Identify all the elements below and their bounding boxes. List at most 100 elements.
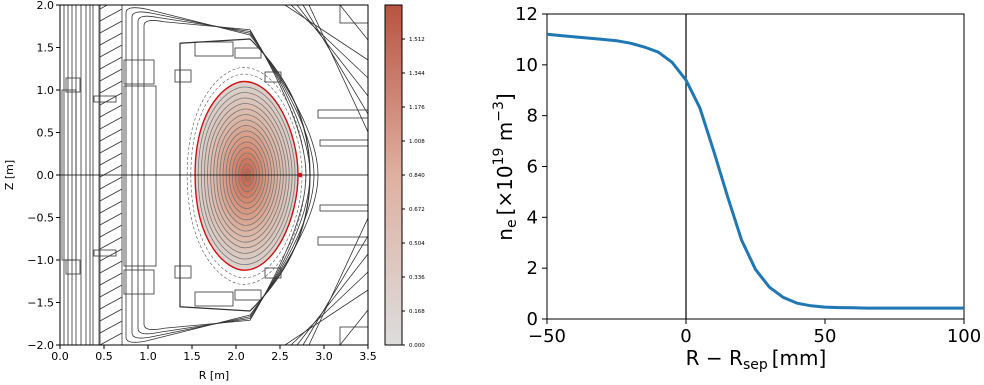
tf-hatch xyxy=(99,200,123,214)
tf-hatch xyxy=(99,188,123,202)
midplane-marker xyxy=(298,172,303,178)
outer-coil xyxy=(339,5,368,24)
tf-hatch xyxy=(99,44,123,58)
port-structure xyxy=(308,5,368,133)
tf-hatch xyxy=(99,5,109,10)
right-y-tick-label: 12 xyxy=(515,4,538,25)
left-x-tick-label: 1.0 xyxy=(139,350,157,363)
right-y-axis-label: ne[×1019 m−3] xyxy=(491,93,520,240)
inner-support xyxy=(93,249,117,257)
divertor-component xyxy=(234,47,262,59)
right-x-axis-label: R − Rsep [mm] xyxy=(686,346,827,373)
tf-hatch xyxy=(99,284,123,298)
left-x-ticks: 0.0 0.5 1.0 1.5 2.0 2.5 3.0 3.5 xyxy=(51,345,377,363)
left-x-tick-label: 3.0 xyxy=(315,350,333,363)
colorbar-tick-label: 0.672 xyxy=(409,207,425,213)
equilibrium-plot: 0.0 0.5 1.0 1.5 2.0 2.5 3.0 3.5 −2.0 −1.5 −1.0 −0.… xyxy=(3,0,377,382)
left-y-tick-label: −1.5 xyxy=(27,297,54,310)
tf-hatch xyxy=(99,296,123,310)
tf-hatch xyxy=(99,32,123,46)
right-y-tick-label: 2 xyxy=(527,258,538,279)
left-x-tick-label: 2.5 xyxy=(271,350,289,363)
inner-wall-block xyxy=(123,85,157,267)
outer-coil xyxy=(339,326,368,345)
left-y-axis-label: Z [m] xyxy=(3,160,16,190)
tf-hatch xyxy=(99,236,123,250)
tf-hatch xyxy=(99,272,123,286)
coil-box xyxy=(123,59,155,85)
left-y-tick-label: 0.0 xyxy=(37,169,55,182)
inner-coil-block xyxy=(65,77,81,93)
tf-hatch xyxy=(99,176,123,190)
left-x-axis-label: R [m] xyxy=(199,369,229,382)
inner-coil-block xyxy=(65,259,81,275)
port-structure xyxy=(302,5,368,115)
outer-port xyxy=(317,236,368,246)
divertor-component xyxy=(234,289,262,301)
left-y-tick-label: 2.0 xyxy=(37,0,55,12)
tf-hatch xyxy=(99,224,123,238)
port-structure xyxy=(296,5,368,97)
tf-hatch xyxy=(99,116,123,130)
right-x-tick-label: 100 xyxy=(947,326,981,347)
left-x-tick-label: 0.5 xyxy=(95,350,113,363)
right-x-tick-label: −50 xyxy=(528,326,566,347)
port-structure xyxy=(284,289,368,345)
right-y-tick-label: 6 xyxy=(527,157,538,178)
tf-hatch xyxy=(99,80,123,94)
port-structure xyxy=(308,217,368,345)
plasma-contours xyxy=(60,67,368,285)
colorbar-tick-label: 1.512 xyxy=(409,37,425,43)
colorbar-tick-label: 0.336 xyxy=(409,275,425,281)
colorbar-tick-label: 1.176 xyxy=(409,105,425,111)
density-profile-line xyxy=(546,32,964,310)
colorbar-tick-label: 1.344 xyxy=(409,71,425,77)
right-y-ticks: 0 2 4 6 8 10 12 xyxy=(515,4,547,330)
left-y-ticks: −2.0 −1.5 −1.0 −0.5 0.0 0.5 1.0 1.5 2.0 xyxy=(27,0,60,352)
port-structure xyxy=(302,235,368,345)
right-y-tick-label: 8 xyxy=(527,106,538,127)
tf-hatch xyxy=(99,332,123,345)
right-y-tick-label: 0 xyxy=(527,309,538,330)
right-x-tick-label: 50 xyxy=(814,326,837,347)
colorbar-tick-label: 0.000 xyxy=(409,343,425,349)
left-x-tick-label: 0.0 xyxy=(51,350,69,363)
tf-hatch xyxy=(99,308,123,322)
left-y-tick-label: 0.5 xyxy=(37,127,55,140)
divertor-component xyxy=(194,41,234,57)
sol-contour xyxy=(190,73,303,279)
port-structure xyxy=(290,5,368,79)
tf-hatch xyxy=(99,20,123,34)
tf-hatch xyxy=(99,8,123,22)
right-x-tick-label: 0 xyxy=(680,326,691,347)
left-x-tick-label: 3.5 xyxy=(359,350,377,363)
tf-hatch xyxy=(99,68,123,82)
tf-hatch xyxy=(99,104,123,118)
left-x-tick-label: 1.5 xyxy=(183,350,201,363)
left-y-tick-label: −0.5 xyxy=(27,212,54,225)
left-y-tick-label: 1.5 xyxy=(37,42,55,55)
port-structure xyxy=(296,253,368,345)
right-plot-frame xyxy=(546,13,965,320)
outer-port xyxy=(319,204,368,212)
divertor-component xyxy=(174,265,192,279)
right-y-tick-label: 4 xyxy=(527,207,538,228)
left-y-tick-label: 1.0 xyxy=(37,84,55,97)
tf-hatch xyxy=(99,56,123,70)
divertor-component xyxy=(264,267,282,279)
port-structure xyxy=(290,271,368,345)
tf-hatch xyxy=(99,320,123,334)
tf-hatch xyxy=(99,212,123,226)
tf-hatch xyxy=(99,152,123,166)
colorbar: 0.000 0.168 0.336 0.504 0.672 0.840 1.008 1.176… xyxy=(384,4,425,349)
colorbar-tick-label: 1.008 xyxy=(409,139,425,145)
inner-support xyxy=(93,95,117,103)
left-y-tick-label: −2.0 xyxy=(27,339,54,352)
colorbar-tick-label: 0.504 xyxy=(409,241,425,247)
outer-port xyxy=(317,109,368,119)
coil-box xyxy=(123,269,155,295)
right-y-tick-label: 10 xyxy=(515,55,538,76)
colorbar-tick-label: 0.840 xyxy=(409,173,425,179)
outer-port xyxy=(319,139,368,147)
